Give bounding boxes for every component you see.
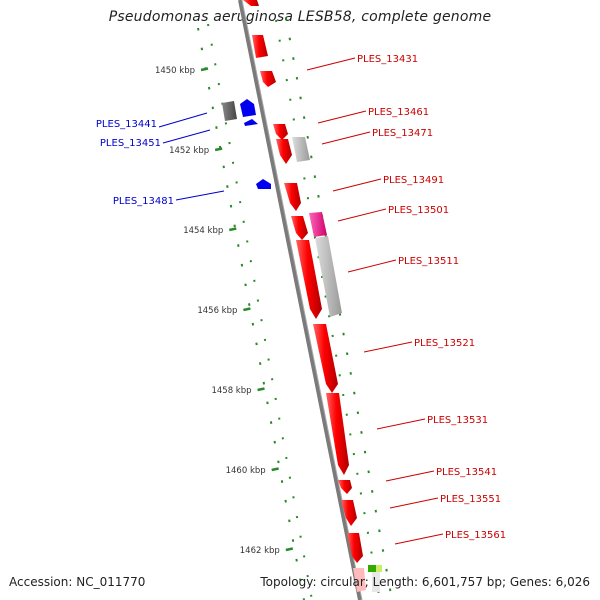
gene-label: PLES_13451 — [100, 138, 161, 149]
gene-label: PLES_13531 — [427, 415, 488, 426]
gene-feature — [309, 212, 327, 237]
gene-feature — [284, 183, 301, 211]
gene-feature — [273, 124, 288, 140]
gene-feature — [347, 533, 363, 563]
gene-feature — [315, 236, 342, 317]
gene-feature — [341, 500, 357, 526]
gene-label: PLES_13481 — [113, 196, 174, 207]
kbp-tick-mark — [229, 227, 237, 232]
kbp-tick-label: 1454 kbp — [183, 226, 223, 236]
kbp-tick-label: 1456 kbp — [197, 306, 237, 316]
kbp-ticks: 1450 kbp 1452 kbp 1454 kbp 1456 kbp 1458 kbp… — [155, 66, 294, 556]
gene-feature — [353, 568, 366, 592]
gene-features — [222, 0, 382, 592]
gene-label: PLES_13471 — [372, 128, 433, 139]
gene-feature — [326, 393, 349, 475]
gene-feature — [240, 99, 256, 117]
kbp-tick-mark — [257, 387, 265, 392]
gene-feature — [296, 240, 322, 319]
genome-title: Pseudomonas aeruginosa LESB58, complete … — [108, 9, 492, 25]
gene-feature — [222, 101, 237, 121]
gene-label: PLES_13561 — [445, 530, 506, 541]
kbp-tick-mark — [271, 467, 279, 472]
gene-feature — [244, 119, 258, 126]
gene-label: PLES_13521 — [414, 338, 475, 349]
gene-label: PLES_13511 — [398, 256, 459, 267]
gene-label: PLES_13541 — [436, 467, 497, 478]
accession-text: Accession: NC_011770 — [9, 575, 146, 589]
label-leaders — [158, 57, 444, 545]
gene-label: PLES_13501 — [388, 205, 449, 216]
gene-feature — [291, 216, 308, 240]
gene-label: PLES_13461 — [368, 107, 429, 118]
gene-feature — [256, 179, 271, 189]
kbp-tick-mark — [200, 67, 209, 72]
genome-summary-text: Topology: circular; Length: 6,601,757 bp… — [260, 575, 590, 589]
gene-label: PLES_13431 — [357, 54, 418, 65]
tick-tracks — [197, 17, 392, 600]
kbp-tick-label: 1462 kbp — [240, 546, 280, 556]
gene-label: PLES_13441 — [96, 119, 157, 130]
kbp-tick-mark — [243, 307, 251, 312]
kbp-tick-mark — [285, 547, 294, 552]
gene-feature — [368, 565, 376, 572]
genome-backbone — [238, 0, 362, 600]
gene-feature — [276, 139, 292, 164]
gene-label: PLES_13551 — [440, 494, 501, 505]
kbp-tick-label: 1452 kbp — [169, 146, 209, 156]
gene-feature — [260, 71, 276, 87]
kbp-tick-mark — [214, 147, 223, 152]
gene-feature — [338, 480, 352, 494]
gene-label: PLES_13491 — [383, 175, 444, 186]
gene-labels: PLES_13431 PLES_13461 PLES_13471 PLES_13… — [96, 54, 506, 541]
kbp-tick-label: 1460 kbp — [226, 466, 266, 476]
gene-feature — [252, 35, 268, 58]
gene-feature — [313, 324, 338, 393]
kbp-tick-label: 1458 kbp — [211, 386, 251, 396]
gene-feature — [292, 137, 310, 162]
gene-feature — [243, 0, 259, 6]
kbp-tick-label: 1450 kbp — [155, 66, 195, 76]
